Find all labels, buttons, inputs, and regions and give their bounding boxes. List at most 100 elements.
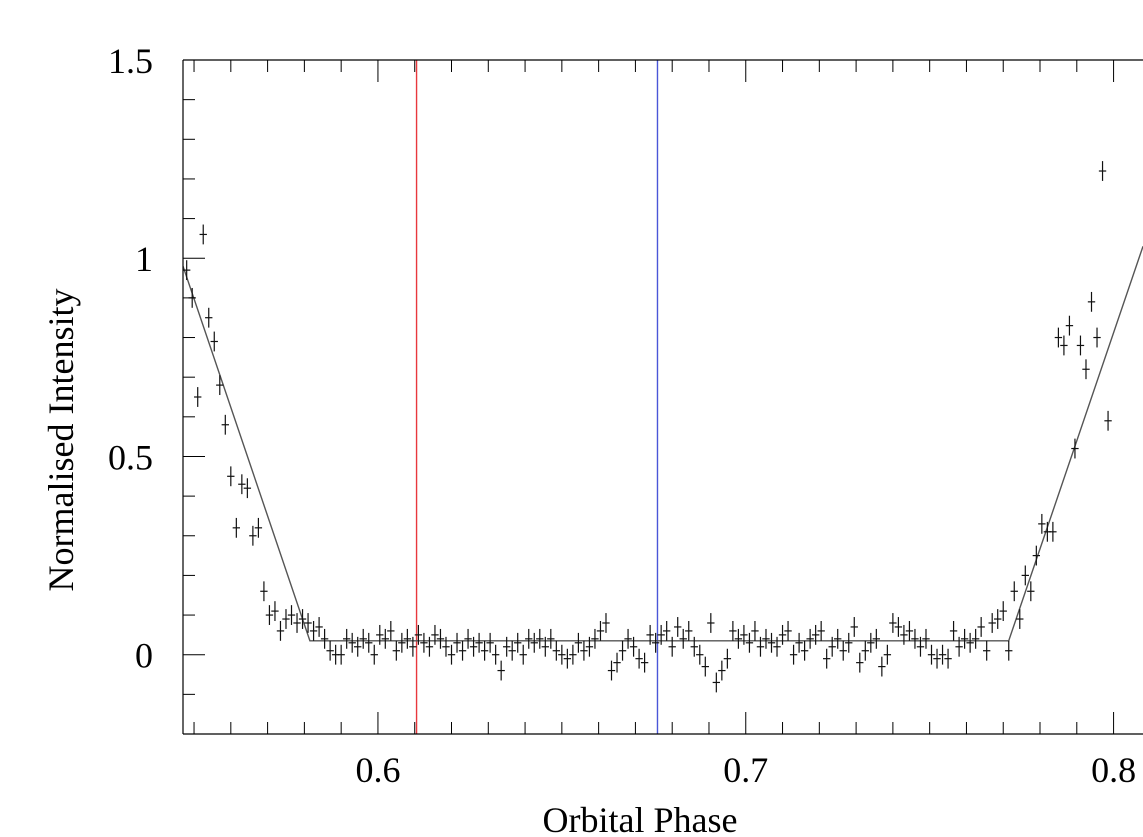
data-point xyxy=(1010,581,1018,602)
data-point xyxy=(624,628,632,649)
data-point xyxy=(343,628,351,649)
data-point xyxy=(442,636,450,657)
data-point xyxy=(370,644,378,665)
data-point xyxy=(718,660,726,681)
data-point xyxy=(773,636,781,657)
y-tick-labels: 0 0.5 1 1.5 xyxy=(108,41,153,676)
data-point xyxy=(872,628,881,649)
data-point xyxy=(602,613,610,633)
data-point xyxy=(1049,521,1057,542)
data-point xyxy=(348,632,356,653)
data-point xyxy=(326,640,334,661)
data-point xyxy=(536,628,544,649)
data-point xyxy=(729,621,737,641)
data-point xyxy=(856,652,864,673)
y-axis-label: Normalised Intensity xyxy=(41,289,81,592)
data-point xyxy=(458,640,467,661)
data-point xyxy=(519,644,527,665)
data-point xyxy=(216,375,224,396)
data-point xyxy=(1005,640,1013,661)
data-point xyxy=(1054,327,1063,348)
data-point xyxy=(751,621,759,641)
data-point xyxy=(530,632,538,653)
data-point xyxy=(293,613,301,633)
data-point xyxy=(464,628,472,649)
data-point xyxy=(1098,161,1107,181)
data-point xyxy=(756,636,765,657)
data-point xyxy=(480,640,489,661)
data-point xyxy=(541,636,549,657)
data-point xyxy=(309,621,318,641)
data-point xyxy=(596,621,605,641)
data-point xyxy=(1038,513,1046,534)
data-point xyxy=(806,628,814,649)
data-point xyxy=(635,648,643,669)
data-point xyxy=(701,656,709,677)
x-tick-label: 0.7 xyxy=(723,750,768,790)
data-point xyxy=(740,624,748,645)
data-point xyxy=(403,628,412,649)
data-point xyxy=(679,628,687,649)
data-point xyxy=(690,636,698,657)
data-point xyxy=(232,517,241,538)
data-point xyxy=(1071,438,1079,459)
data-point xyxy=(723,648,732,669)
data-point xyxy=(696,644,704,665)
data-point xyxy=(221,414,229,435)
data-point xyxy=(817,621,825,641)
data-point xyxy=(381,628,389,649)
data-point xyxy=(431,624,439,645)
data-point xyxy=(955,636,963,657)
data-point xyxy=(271,601,279,622)
data-point xyxy=(425,636,434,657)
y-tick-label: 0.5 xyxy=(108,437,153,477)
data-point xyxy=(784,621,792,641)
data-point xyxy=(276,621,285,641)
data-point xyxy=(905,621,914,641)
data-point xyxy=(304,613,312,633)
data-point xyxy=(469,636,478,657)
data-point xyxy=(1021,565,1029,586)
data-point xyxy=(243,478,252,499)
data-point xyxy=(238,474,246,495)
data-point xyxy=(1082,359,1090,380)
x-tick-labels: 0.6 0.7 0.8 xyxy=(355,750,1136,790)
data-point xyxy=(475,632,483,653)
y-tick-label: 0 xyxy=(135,636,153,676)
data-point xyxy=(745,632,754,653)
data-point xyxy=(867,632,875,653)
data-point xyxy=(613,652,621,673)
data-point xyxy=(685,621,693,641)
data-point xyxy=(365,632,373,653)
data-point xyxy=(629,636,638,657)
data-point xyxy=(1076,335,1085,356)
data-point xyxy=(828,636,836,657)
data-point xyxy=(707,613,715,633)
data-point xyxy=(640,652,649,673)
data-point xyxy=(795,632,803,653)
data-point xyxy=(734,628,743,649)
data-point xyxy=(585,636,594,657)
data-point xyxy=(767,632,776,653)
data-point xyxy=(927,644,936,665)
data-point xyxy=(183,260,191,281)
data-point xyxy=(878,656,886,677)
data-point xyxy=(453,632,461,653)
data-point xyxy=(409,636,417,657)
data-point xyxy=(254,517,263,538)
x-tick-label: 0.6 xyxy=(355,750,400,790)
data-point xyxy=(436,628,445,649)
x-axis-label: Orbital Phase xyxy=(543,800,738,837)
data-point xyxy=(977,617,985,637)
model-fit-curve xyxy=(183,246,1143,642)
data-point xyxy=(387,621,395,641)
data-point xyxy=(789,644,798,665)
data-point xyxy=(900,624,908,645)
plot-frame xyxy=(182,59,1143,735)
data-point xyxy=(933,648,941,669)
data-point xyxy=(651,632,660,653)
data-point xyxy=(337,644,345,665)
data-point xyxy=(591,628,599,649)
data-point xyxy=(845,632,853,653)
